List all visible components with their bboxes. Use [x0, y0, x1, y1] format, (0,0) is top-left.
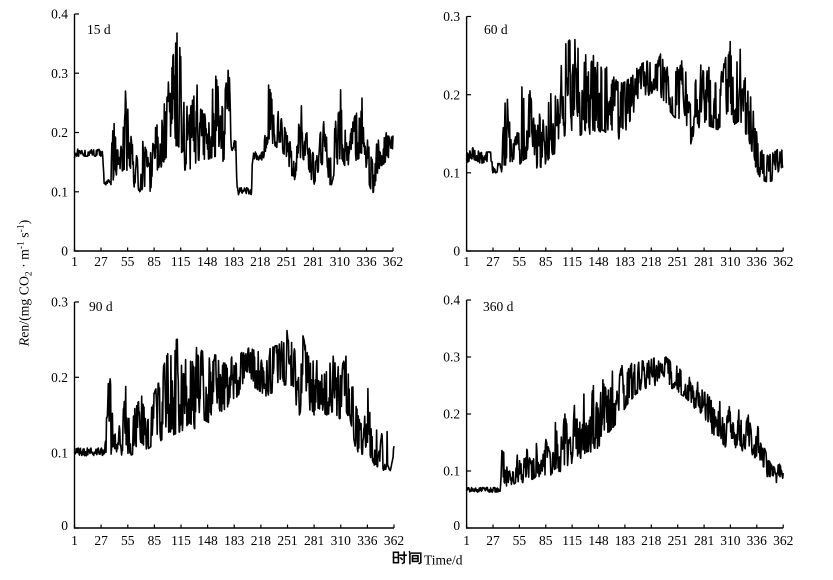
- svg-text:90 d: 90 d: [89, 299, 113, 314]
- svg-text:0.2: 0.2: [51, 125, 68, 140]
- svg-text:218: 218: [251, 533, 272, 548]
- svg-text:183: 183: [224, 533, 245, 548]
- svg-text:85: 85: [539, 533, 553, 548]
- svg-text:0: 0: [61, 518, 68, 533]
- svg-text:336: 336: [357, 533, 378, 548]
- svg-text:85: 85: [148, 533, 162, 548]
- svg-text:0.3: 0.3: [51, 66, 68, 81]
- svg-text:310: 310: [331, 533, 352, 548]
- svg-text:115: 115: [171, 254, 191, 269]
- svg-text:362: 362: [773, 254, 793, 269]
- svg-text:1: 1: [71, 533, 78, 548]
- svg-text:218: 218: [250, 254, 271, 269]
- svg-text:0.2: 0.2: [51, 370, 68, 385]
- svg-text:15 d: 15 d: [87, 22, 111, 37]
- svg-text:55: 55: [121, 533, 135, 548]
- svg-text:85: 85: [147, 254, 161, 269]
- svg-text:0.2: 0.2: [443, 87, 460, 102]
- svg-text:27: 27: [486, 254, 500, 269]
- svg-text:55: 55: [121, 254, 135, 269]
- svg-text:27: 27: [486, 533, 500, 548]
- svg-text:281: 281: [694, 533, 714, 548]
- svg-text:0.1: 0.1: [51, 445, 68, 460]
- svg-text:183: 183: [224, 254, 245, 269]
- svg-text:85: 85: [539, 254, 553, 269]
- svg-text:148: 148: [197, 254, 218, 269]
- svg-text:60 d: 60 d: [484, 22, 508, 37]
- svg-text:0: 0: [453, 518, 460, 533]
- svg-text:0.2: 0.2: [443, 407, 460, 422]
- svg-text:Time/d: Time/d: [424, 553, 463, 568]
- svg-text:183: 183: [615, 254, 636, 269]
- svg-text:360 d: 360 d: [483, 299, 514, 314]
- svg-text:0.4: 0.4: [443, 293, 460, 308]
- svg-text:0: 0: [61, 244, 68, 259]
- svg-text:251: 251: [277, 533, 297, 548]
- svg-text:251: 251: [277, 254, 297, 269]
- svg-text:281: 281: [303, 254, 323, 269]
- svg-text:336: 336: [356, 254, 377, 269]
- svg-text:Ren/(mg CO2 · m-1 s-1): Ren/(mg CO2 · m-1 s-1): [17, 220, 35, 347]
- svg-text:115: 115: [562, 254, 582, 269]
- svg-text:362: 362: [383, 254, 403, 269]
- svg-text:0.4: 0.4: [51, 7, 68, 22]
- svg-text:1: 1: [463, 254, 470, 269]
- svg-text:0.3: 0.3: [51, 295, 68, 310]
- svg-text:27: 27: [94, 254, 108, 269]
- svg-text:148: 148: [588, 533, 609, 548]
- svg-text:218: 218: [641, 533, 662, 548]
- svg-text:251: 251: [668, 533, 688, 548]
- svg-text:148: 148: [197, 533, 218, 548]
- svg-text:362: 362: [384, 533, 404, 548]
- svg-text:115: 115: [562, 533, 582, 548]
- svg-text:0.3: 0.3: [443, 9, 460, 24]
- svg-text:1: 1: [463, 533, 470, 548]
- svg-text:0.1: 0.1: [443, 464, 460, 479]
- svg-text:281: 281: [304, 533, 324, 548]
- svg-text:27: 27: [94, 533, 108, 548]
- svg-text:218: 218: [641, 254, 662, 269]
- svg-text:148: 148: [588, 254, 609, 269]
- svg-text:336: 336: [747, 533, 768, 548]
- svg-text:310: 310: [720, 254, 741, 269]
- svg-text:251: 251: [668, 254, 688, 269]
- svg-text:115: 115: [171, 533, 191, 548]
- svg-text:183: 183: [615, 533, 636, 548]
- svg-text:362: 362: [773, 533, 793, 548]
- svg-text:336: 336: [747, 254, 768, 269]
- svg-text:55: 55: [513, 254, 527, 269]
- svg-text:0.3: 0.3: [443, 350, 460, 365]
- svg-text:0: 0: [453, 244, 460, 259]
- svg-text:0.1: 0.1: [51, 184, 68, 199]
- svg-text:0.1: 0.1: [443, 165, 460, 180]
- svg-text:310: 310: [720, 533, 741, 548]
- svg-text:1: 1: [71, 254, 78, 269]
- svg-text:55: 55: [513, 533, 527, 548]
- svg-text:281: 281: [694, 254, 714, 269]
- svg-text:310: 310: [330, 254, 351, 269]
